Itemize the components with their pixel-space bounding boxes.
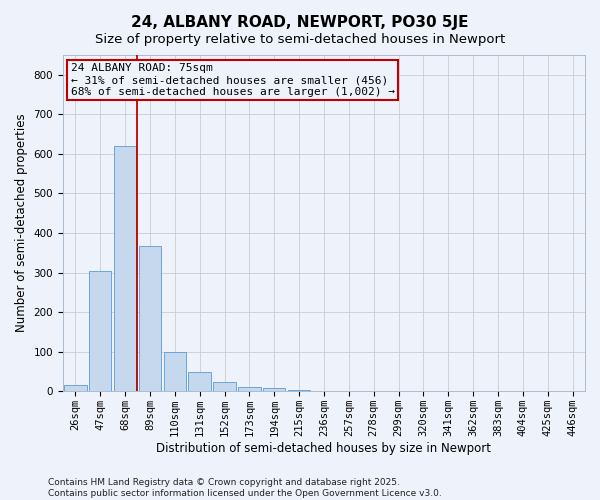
Bar: [89, 272, 112, 392]
X-axis label: Distribution of semi-detached houses by size in Newport: Distribution of semi-detached houses by …: [157, 442, 491, 455]
Bar: [288, 390, 310, 392]
Text: 24 ALBANY ROAD: 75sqm
← 31% of semi-detached houses are smaller (456)
68% of sem: 24 ALBANY ROAD: 75sqm ← 31% of semi-deta…: [71, 64, 395, 96]
Bar: [139, 246, 161, 392]
Y-axis label: Number of semi-detached properties: Number of semi-detached properties: [15, 114, 28, 332]
Bar: [188, 372, 211, 392]
Text: 24, ALBANY ROAD, NEWPORT, PO30 5JE: 24, ALBANY ROAD, NEWPORT, PO30 5JE: [131, 15, 469, 30]
Bar: [313, 390, 335, 392]
Bar: [238, 387, 260, 392]
Bar: [263, 388, 286, 392]
Bar: [114, 146, 136, 392]
Bar: [64, 386, 86, 392]
Text: Contains HM Land Registry data © Crown copyright and database right 2025.
Contai: Contains HM Land Registry data © Crown c…: [48, 478, 442, 498]
Bar: [164, 352, 186, 392]
Bar: [214, 382, 236, 392]
Text: Size of property relative to semi-detached houses in Newport: Size of property relative to semi-detach…: [95, 32, 505, 46]
